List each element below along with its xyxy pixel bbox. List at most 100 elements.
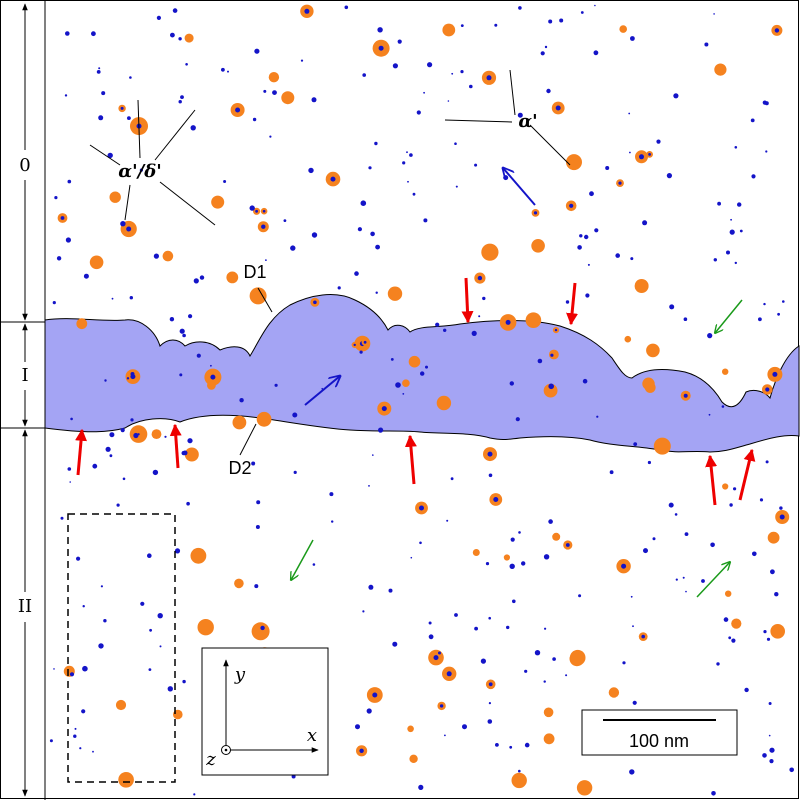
particle xyxy=(622,661,626,665)
particle xyxy=(425,365,428,369)
particle xyxy=(100,585,103,588)
arrow xyxy=(169,423,182,469)
particle xyxy=(269,135,272,138)
particle xyxy=(704,42,709,47)
particle xyxy=(472,549,480,556)
particle xyxy=(79,747,82,750)
particle xyxy=(582,378,588,384)
particle xyxy=(354,271,359,276)
particle xyxy=(368,584,374,590)
arrow xyxy=(738,448,756,501)
interface-label: D2 xyxy=(228,458,251,478)
particle xyxy=(179,373,183,377)
particle xyxy=(337,286,341,290)
particle xyxy=(469,84,473,89)
particle xyxy=(251,622,270,641)
particle xyxy=(482,296,486,301)
particle xyxy=(60,216,65,220)
blue-arrow xyxy=(503,168,536,206)
particle xyxy=(615,253,620,258)
particle xyxy=(505,319,511,325)
particle xyxy=(739,229,743,233)
particle xyxy=(187,438,193,444)
leader xyxy=(124,184,131,221)
particle xyxy=(105,446,111,452)
particle xyxy=(509,745,513,749)
particle xyxy=(485,562,490,566)
particle xyxy=(512,599,516,604)
particle xyxy=(374,141,378,146)
particle xyxy=(409,153,413,157)
particle xyxy=(179,328,185,334)
particle xyxy=(474,626,478,631)
particle xyxy=(402,393,405,395)
particle xyxy=(684,532,689,536)
particle xyxy=(758,317,762,322)
particle xyxy=(765,150,768,153)
particle xyxy=(774,28,780,33)
particle xyxy=(409,754,418,763)
particle xyxy=(109,432,115,438)
particle xyxy=(111,297,114,300)
particle xyxy=(634,279,649,293)
particle xyxy=(435,322,440,327)
particle xyxy=(596,415,599,418)
particle xyxy=(777,312,780,316)
particle xyxy=(534,650,541,656)
particle xyxy=(366,708,372,714)
particle xyxy=(392,63,398,69)
particle xyxy=(392,641,398,647)
arrow xyxy=(75,428,88,476)
particle xyxy=(708,413,711,416)
particle xyxy=(510,537,515,542)
particle xyxy=(137,433,140,436)
particle xyxy=(188,314,193,319)
particle xyxy=(174,548,181,554)
particle xyxy=(239,398,244,403)
particle xyxy=(157,613,163,619)
particle xyxy=(227,70,229,73)
particle xyxy=(769,747,775,753)
particle xyxy=(223,180,227,183)
particle xyxy=(540,51,545,56)
particle xyxy=(74,727,77,730)
particle xyxy=(416,110,421,115)
scale-bar-box xyxy=(581,709,738,756)
particle xyxy=(770,624,785,639)
particle xyxy=(83,273,89,279)
particle xyxy=(262,209,266,213)
particle xyxy=(255,525,260,529)
particle xyxy=(648,153,651,156)
particle xyxy=(762,100,767,105)
particle xyxy=(182,679,186,684)
particle xyxy=(300,59,304,62)
particle xyxy=(763,302,766,306)
particle xyxy=(260,625,265,631)
particle xyxy=(707,333,713,339)
leader-lines xyxy=(89,69,571,456)
particle xyxy=(734,146,738,149)
particle xyxy=(98,643,104,649)
particle xyxy=(503,554,510,561)
particle xyxy=(109,191,121,203)
particle xyxy=(193,278,199,284)
particle xyxy=(752,551,757,557)
particle xyxy=(566,154,582,171)
particle xyxy=(533,211,538,215)
particle xyxy=(728,636,732,640)
particle xyxy=(181,450,186,456)
particle xyxy=(589,191,594,197)
particle xyxy=(156,15,161,20)
particle xyxy=(182,333,186,338)
particle xyxy=(96,70,101,74)
particle xyxy=(126,226,132,232)
particle xyxy=(290,245,296,251)
particle xyxy=(226,271,239,284)
axis-label: z xyxy=(205,749,216,770)
particle xyxy=(234,578,244,589)
particle xyxy=(101,91,106,96)
particle xyxy=(292,412,298,418)
particle xyxy=(103,619,107,623)
particle xyxy=(779,514,785,520)
particle xyxy=(184,33,194,43)
